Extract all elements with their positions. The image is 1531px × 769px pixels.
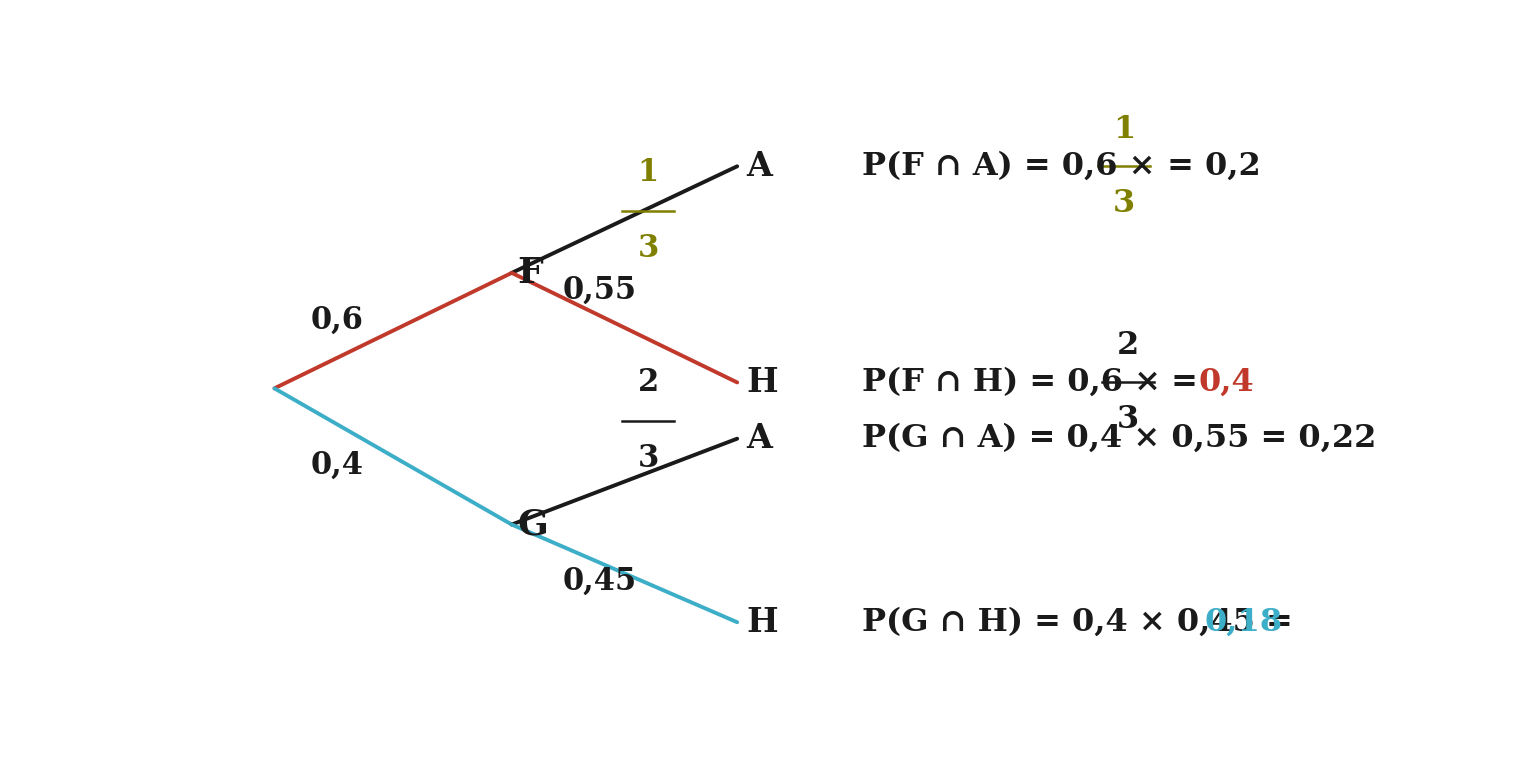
Text: 1: 1 bbox=[1113, 114, 1134, 145]
Text: 2: 2 bbox=[1118, 330, 1139, 361]
Text: 0,18: 0,18 bbox=[1205, 607, 1283, 638]
Text: F: F bbox=[517, 256, 544, 290]
Text: 1: 1 bbox=[637, 157, 658, 188]
Text: 0,6: 0,6 bbox=[311, 305, 363, 336]
Text: A: A bbox=[747, 422, 773, 455]
Text: G: G bbox=[517, 508, 548, 541]
Text: 0,4: 0,4 bbox=[1199, 367, 1254, 398]
Text: 3: 3 bbox=[1113, 188, 1134, 218]
Text: P(F ∩ A) = 0,6 ×: P(F ∩ A) = 0,6 × bbox=[862, 151, 1167, 181]
Text: 2: 2 bbox=[637, 368, 658, 398]
Text: H: H bbox=[747, 366, 778, 399]
Text: P(G ∩ A) = 0,4 × 0,55 = 0,22: P(G ∩ A) = 0,4 × 0,55 = 0,22 bbox=[862, 423, 1376, 454]
Text: 0,4: 0,4 bbox=[311, 450, 363, 481]
Text: 0,45: 0,45 bbox=[562, 565, 637, 596]
Text: 0,55: 0,55 bbox=[562, 275, 637, 306]
Text: = 0,2: = 0,2 bbox=[1156, 151, 1260, 181]
Text: P(F ∩ H) = 0,6 ×: P(F ∩ H) = 0,6 × bbox=[862, 367, 1171, 398]
Text: 3: 3 bbox=[637, 233, 658, 265]
Text: 3: 3 bbox=[637, 444, 658, 474]
Text: A: A bbox=[747, 150, 773, 183]
Text: =: = bbox=[1160, 367, 1209, 398]
Text: 3: 3 bbox=[1118, 404, 1139, 434]
Text: H: H bbox=[747, 606, 778, 639]
Text: P(G ∩ H) = 0,4 × 0,45 =: P(G ∩ H) = 0,4 × 0,45 = bbox=[862, 607, 1303, 638]
